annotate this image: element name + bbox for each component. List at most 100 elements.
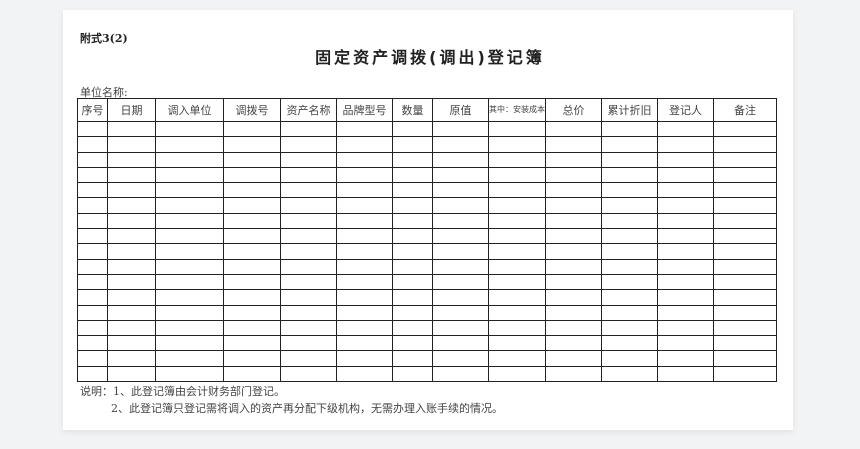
table-cell: [601, 151, 658, 168]
table-cell: [657, 335, 714, 352]
table-cell: [336, 319, 393, 337]
table-cell: [657, 212, 714, 230]
table-cell: [392, 197, 433, 214]
table-cell: [713, 197, 777, 214]
table-cell: [713, 350, 777, 367]
column-header: 原值: [432, 98, 489, 122]
table-cell: [77, 365, 108, 383]
table-row: [77, 319, 777, 337]
table-cell: [336, 166, 393, 184]
table-cell: [601, 212, 658, 230]
column-header: 调入单位: [155, 98, 224, 122]
table-cell: [657, 197, 714, 214]
table-cell: [601, 335, 658, 352]
column-header: 备注: [713, 98, 777, 122]
table-cell: [223, 151, 281, 168]
table-cell: [713, 136, 777, 153]
page-title: 固定资产调拨(调出)登记簿: [315, 48, 545, 67]
note-line-2: 2、此登记簿只登记需将调入的资产再分配下级机构，无需办理入账手续的情况。: [111, 402, 503, 415]
column-header: 序号: [77, 98, 108, 122]
table-cell: [713, 289, 777, 306]
table-cell: [107, 151, 156, 168]
table-cell: [77, 197, 108, 214]
table-cell: [601, 319, 658, 337]
table-cell: [280, 335, 337, 352]
table-cell: [280, 289, 337, 306]
table-row: [77, 335, 777, 352]
table-cell: [545, 212, 602, 230]
table-cell: [432, 273, 489, 291]
table-cell: [488, 228, 546, 245]
table-cell: [713, 120, 777, 138]
table-cell: [488, 197, 546, 214]
notes: 说明：1、此登记簿由会计财务部门登记。 2、此登记簿只登记需将调入的资产再分配下…: [80, 383, 503, 417]
table-cell: [280, 182, 337, 199]
table-cell: [336, 136, 393, 153]
table-cell: [155, 212, 224, 230]
table-cell: [107, 182, 156, 199]
table-cell: [155, 197, 224, 214]
table-cell: [392, 136, 433, 153]
table-cell: [432, 335, 489, 352]
column-header: 日期: [107, 98, 156, 122]
table-cell: [77, 335, 108, 352]
table-cell: [77, 350, 108, 367]
table-cell: [488, 166, 546, 184]
table-cell: [488, 258, 546, 275]
table-cell: [336, 273, 393, 291]
table-row: [77, 243, 777, 260]
table-cell: [545, 166, 602, 184]
table-cell: [488, 182, 546, 199]
table-cell: [280, 228, 337, 245]
table-cell: [545, 151, 602, 168]
table-cell: [107, 258, 156, 275]
table-cell: [107, 273, 156, 291]
table-cell: [223, 120, 281, 138]
table-cell: [432, 228, 489, 245]
table-cell: [336, 120, 393, 138]
table-cell: [280, 151, 337, 168]
table-cell: [601, 304, 658, 321]
table-cell: [223, 212, 281, 230]
table-cell: [223, 335, 281, 352]
table-cell: [601, 228, 658, 245]
table-cell: [432, 197, 489, 214]
table-cell: [601, 289, 658, 306]
table-cell: [601, 365, 658, 383]
table-cell: [488, 151, 546, 168]
table-cell: [713, 182, 777, 199]
table-cell: [713, 228, 777, 245]
table-cell: [223, 197, 281, 214]
table-cell: [488, 289, 546, 306]
table-cell: [601, 197, 658, 214]
table-cell: [280, 273, 337, 291]
table-cell: [77, 304, 108, 321]
table-cell: [392, 335, 433, 352]
table-cell: [336, 243, 393, 260]
register-table: 序号 日期 调入单位 调拨号 资产名称 品牌型号 数量 原值 其中：安装成本 总价 累计折旧 登记人备…: [77, 98, 777, 383]
table-cell: [713, 273, 777, 291]
table-cell: [392, 228, 433, 245]
column-header: 其中：安装成本: [488, 98, 546, 122]
table-cell: [488, 243, 546, 260]
table-row: [77, 273, 777, 291]
table-cell: [77, 273, 108, 291]
table-cell: [488, 273, 546, 291]
table-cell: [713, 212, 777, 230]
table-cell: [77, 319, 108, 337]
table-cell: [155, 365, 224, 383]
header-row: 序号 日期 调入单位 调拨号 资产名称 品牌型号 数量 原值 其中：安装成本 总价 累计折旧 登记人备…: [77, 98, 777, 122]
table-cell: [601, 350, 658, 367]
table-cell: [657, 258, 714, 275]
table-cell: [280, 120, 337, 138]
table-cell: [77, 136, 108, 153]
table-cell: [545, 304, 602, 321]
table-cell: [657, 289, 714, 306]
table-cell: [223, 258, 281, 275]
table-cell: [107, 243, 156, 260]
table-cell: [107, 304, 156, 321]
table-cell: [280, 212, 337, 230]
table-cell: [77, 151, 108, 168]
table-cell: [107, 212, 156, 230]
table-cell: [223, 243, 281, 260]
